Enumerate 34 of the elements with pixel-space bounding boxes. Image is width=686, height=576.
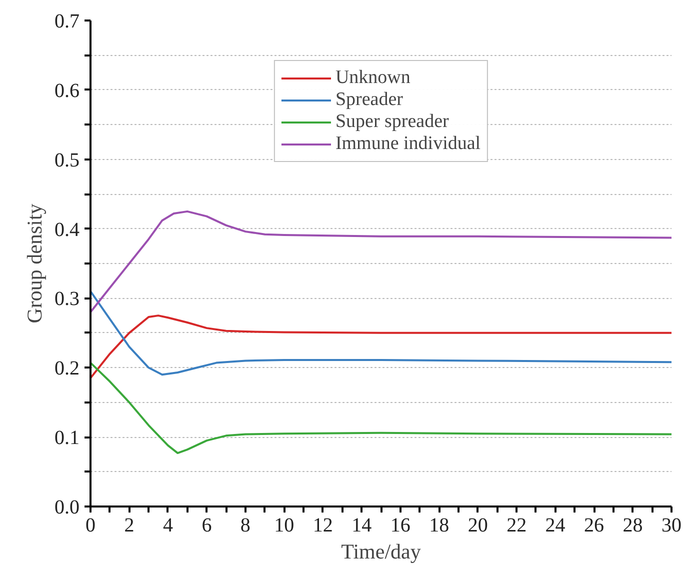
x-tick-label: 12 [312,514,333,536]
legend-label: Super spreader [335,111,449,133]
x-tick-label: 16 [390,514,410,536]
x-tick-label: 4 [162,514,173,536]
y-tick-label: 0.7 [54,10,80,32]
x-tick-label: 30 [662,514,682,536]
x-tick-label: 2 [124,514,134,536]
legend-label: Immune individual [335,133,481,155]
x-tick-label: 10 [274,514,294,536]
y-axis-title: Group density [22,203,46,324]
line-series [90,210,672,314]
line-series [90,314,672,380]
x-tick-label: 8 [240,514,250,536]
y-tick-label: 0.0 [54,496,80,518]
y-tick-label: 0.3 [54,288,80,310]
y-tick-label: 0.5 [54,149,80,172]
y-tick-label: 0.2 [54,358,80,380]
line-series [90,362,672,454]
x-tick-label: 20 [468,514,488,536]
x-tick-label: 0 [86,514,96,536]
x-tick-label: 22 [506,514,527,536]
x-tick-label: 6 [202,514,212,536]
legend-label: Spreader [335,89,403,111]
line-series [90,290,672,376]
x-tick-label: 18 [429,514,450,536]
legend-label: Unknown [335,67,410,89]
y-tick-label: 0.1 [54,427,80,450]
x-tick-label: 26 [584,514,604,536]
x-axis-title: Time/day [341,540,422,564]
y-tick-label: 0.4 [54,218,80,241]
y-tick-label: 0.6 [54,80,80,102]
x-tick-label: 28 [622,514,643,536]
x-tick-label: 14 [352,514,372,536]
x-tick-label: 24 [545,514,566,536]
